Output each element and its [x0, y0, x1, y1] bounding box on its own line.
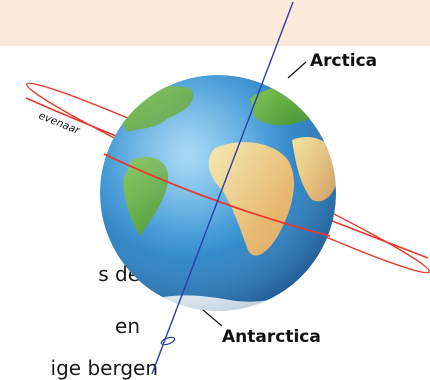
body-text-line-2: en — [115, 314, 140, 338]
antarctic-leader-line — [202, 309, 223, 327]
arctic-leader-line — [287, 61, 307, 79]
label-arctica: Arctica — [310, 51, 377, 71]
globe — [100, 75, 336, 311]
axis-pivot — [160, 336, 176, 346]
earth-axis — [151, 1, 294, 374]
label-evenaar: evenaar — [37, 110, 82, 137]
label-antarctica: Antarctica — [222, 327, 321, 347]
equator-line-front — [103, 153, 331, 237]
header-band — [0, 0, 430, 46]
